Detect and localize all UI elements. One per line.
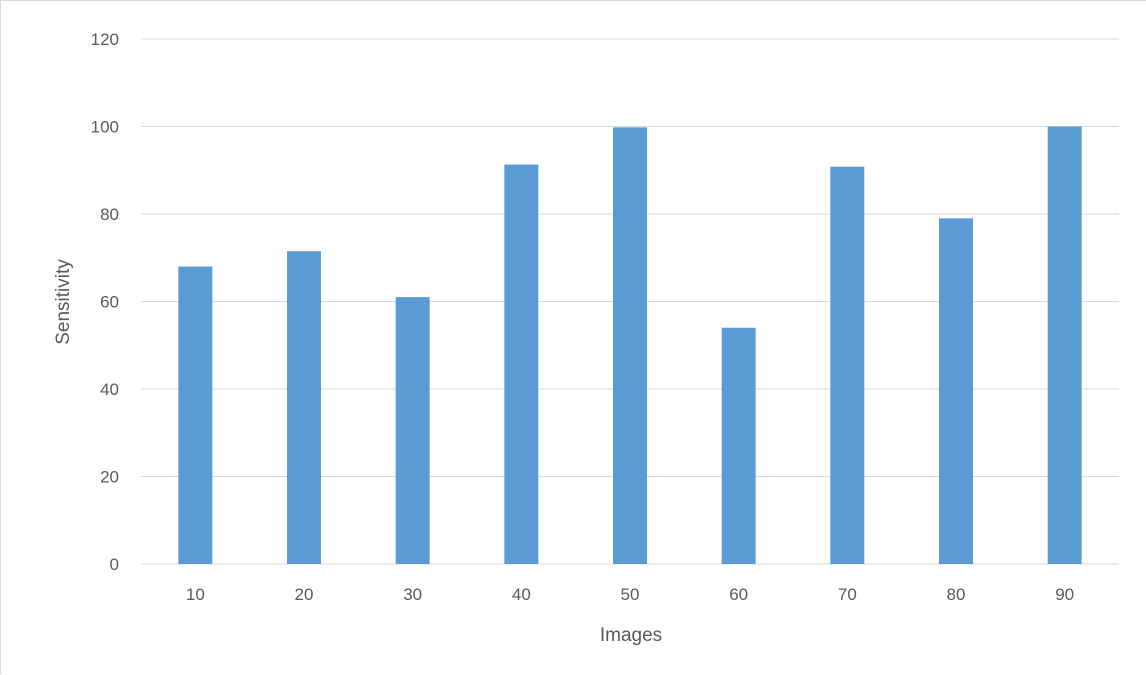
y-axis-title: Sensitivity [53,259,74,345]
x-tick-label: 30 [403,585,422,604]
y-tick-label: 20 [100,468,119,487]
bar [939,218,973,564]
x-tick-label: 50 [621,585,640,604]
bar [395,297,430,564]
x-tick-label: 80 [947,585,966,604]
bar [721,327,756,564]
bar [1047,126,1082,564]
y-tick-label: 60 [100,293,119,312]
bars [178,126,1082,564]
bar [830,166,865,564]
x-tick-label: 90 [1055,585,1074,604]
y-tick-label: 120 [91,30,119,49]
y-tick-label: 100 [91,118,119,137]
x-axis-title: Images [600,625,662,646]
y-tick-labels: 0 20 40 60 80 100 120 [91,30,119,574]
bar [504,164,539,564]
x-tick-label: 60 [729,585,748,604]
x-tick-label: 40 [512,585,531,604]
x-tick-label: 10 [186,585,205,604]
bar [178,266,213,564]
bar [287,251,321,564]
x-tick-labels: 10 20 30 40 50 60 70 80 90 [186,585,1074,604]
x-tick-label: 20 [295,585,314,604]
x-tick-label: 70 [838,585,857,604]
bar [613,127,647,564]
y-tick-label: 0 [110,555,119,574]
y-tick-label: 80 [100,205,119,224]
y-tick-label: 40 [100,380,119,399]
